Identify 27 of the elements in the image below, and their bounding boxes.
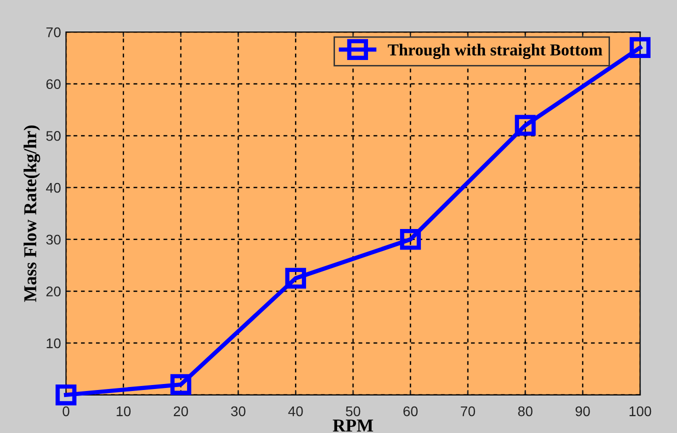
x-tick-label: 100 [630, 406, 652, 416]
y-tick-label: 20 [46, 286, 61, 296]
legend-label: Through with straight Bottom [388, 44, 602, 60]
y-tick-label: 30 [46, 234, 61, 245]
point [285, 268, 306, 289]
y-axis-title: Mass Flow Rate(kg/hr) [24, 126, 40, 302]
x-tick-label: 40 [288, 406, 303, 416]
point [56, 384, 76, 406]
point [630, 37, 651, 58]
point [514, 114, 536, 136]
x-tick-label: 20 [174, 406, 188, 416]
x-tick-label: 30 [231, 406, 246, 416]
x-axis-title: RPM [332, 420, 374, 432]
y-tick-label: 40 [46, 182, 61, 193]
y-tick-label: 70 [46, 27, 61, 38]
x-tick-label: 10 [116, 406, 131, 416]
y-tick-label: 10 [46, 338, 61, 348]
x-tick-label: 90 [576, 406, 590, 416]
point [400, 228, 421, 250]
x-tick-label: 80 [518, 406, 532, 416]
x-tick-label: 50 [346, 406, 360, 416]
x-tick-label: 70 [460, 406, 476, 416]
x-tick-label: 60 [403, 406, 418, 416]
y-tick-label: 50 [46, 131, 61, 141]
x-tick-label: 0 [62, 406, 70, 416]
y-tick-label: 60 [46, 79, 61, 90]
point [170, 374, 192, 395]
